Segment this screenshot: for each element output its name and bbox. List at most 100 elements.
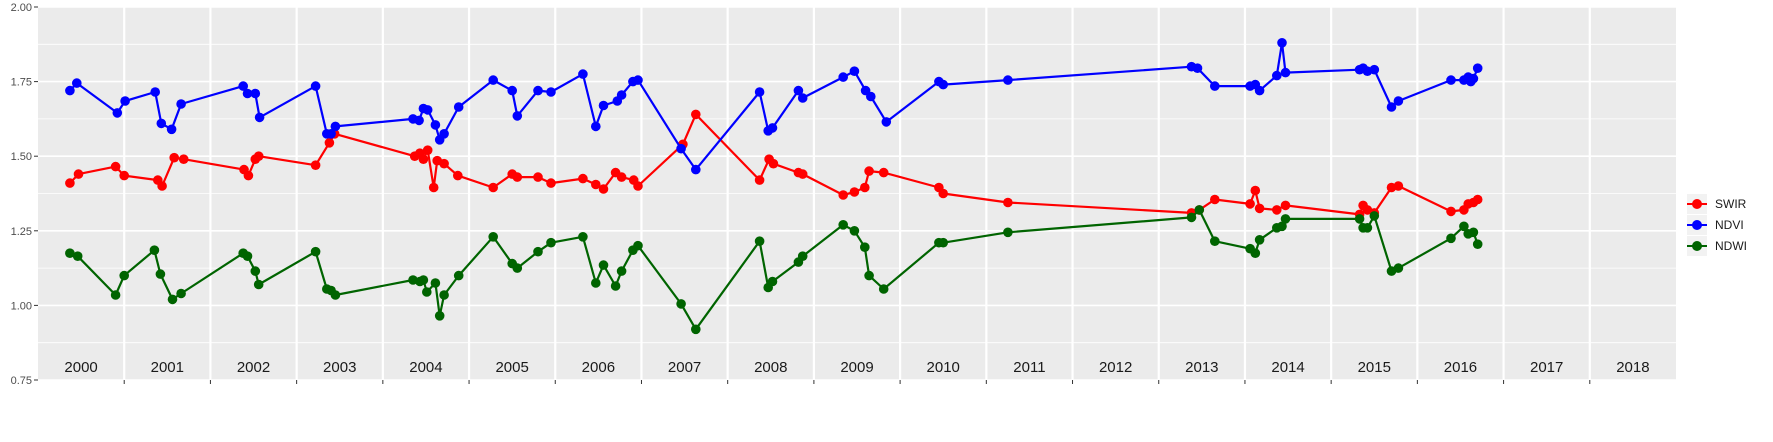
data-point-ndwi — [546, 237, 556, 248]
data-point-ndwi — [938, 237, 948, 248]
data-point-ndvi — [1280, 67, 1291, 78]
data-point-ndvi — [453, 102, 464, 112]
year-label: 2018 — [1616, 359, 1649, 376]
legend-item-ndwi: NDWI — [1687, 236, 1747, 256]
data-point-ndvi — [1254, 85, 1265, 96]
year-label: 2015 — [1358, 359, 1391, 376]
data-point-ndwi — [149, 245, 160, 255]
data-point-ndvi — [591, 121, 601, 132]
data-point-ndvi — [616, 90, 627, 100]
y-tick-label: 1.25 — [11, 226, 32, 238]
data-point-ndvi — [250, 88, 261, 99]
data-point-swir — [422, 145, 433, 155]
data-point-swir — [418, 154, 429, 164]
legend-key-point — [1692, 199, 1702, 209]
data-point-ndwi — [253, 279, 264, 290]
data-point-ndvi — [414, 115, 424, 126]
data-point-ndvi — [838, 72, 848, 82]
data-point-swir — [598, 184, 609, 194]
data-point-swir — [453, 170, 463, 181]
data-point-ndvi — [691, 164, 701, 175]
year-labels: 2000 2001 2002 2003 2004 2005 2006 2007 2008 2009… — [64, 359, 1649, 376]
data-point-ndvi — [242, 88, 253, 99]
data-point-ndvi — [1272, 70, 1282, 81]
data-point-swir — [616, 172, 627, 182]
data-point-ndwi — [797, 251, 808, 261]
data-point-ndwi — [1393, 263, 1404, 273]
data-point-swir — [119, 170, 129, 181]
data-point-ndvi — [156, 118, 167, 129]
data-point-ndwi — [1186, 212, 1197, 223]
data-point-swir — [178, 154, 189, 164]
data-point-swir — [1272, 205, 1282, 215]
data-point-ndvi — [793, 85, 804, 96]
data-point-ndwi — [1459, 221, 1469, 232]
year-label: 2004 — [409, 359, 442, 376]
data-point-ndwi — [878, 284, 889, 294]
data-point-swir — [65, 178, 75, 188]
y-tick-label: 1.75 — [11, 77, 32, 89]
data-point-ndwi — [418, 275, 429, 285]
data-point-swir — [633, 181, 643, 191]
data-point-ndvi — [881, 117, 892, 127]
data-point-ndwi — [430, 278, 441, 288]
data-point-ndvi — [598, 100, 609, 111]
data-point-ndwi — [1472, 239, 1483, 249]
legend-key-point — [1692, 241, 1702, 251]
data-point-ndwi — [616, 266, 627, 276]
data-point-ndvi — [488, 75, 499, 85]
year-label: 2009 — [840, 359, 873, 376]
data-point-ndvi — [422, 105, 433, 115]
data-point-ndwi — [242, 251, 253, 261]
data-point-ndwi — [1362, 223, 1373, 233]
data-point-ndvi — [310, 81, 321, 91]
data-point-swir — [1245, 199, 1255, 209]
data-point-swir — [439, 158, 449, 169]
data-point-ndwi — [119, 270, 129, 281]
data-point-swir — [691, 109, 701, 120]
data-point-swir — [546, 178, 556, 188]
data-point-ndvi — [866, 91, 876, 102]
data-point-swir — [428, 182, 439, 193]
data-point-ndwi — [439, 290, 449, 300]
year-label: 2011 — [1013, 359, 1045, 376]
data-point-ndwi — [330, 290, 341, 300]
data-point-swir — [533, 172, 543, 182]
data-point-ndwi — [1280, 214, 1291, 224]
series-ndvi — [65, 38, 1483, 175]
data-point-ndvi — [166, 124, 177, 135]
data-point-ndvi — [533, 85, 543, 96]
data-point-swir — [938, 188, 948, 199]
data-point-ndwi — [591, 278, 601, 288]
data-point-ndwi — [310, 246, 321, 257]
data-point-ndvi — [938, 79, 948, 90]
year-label: 2000 — [64, 359, 97, 376]
data-point-ndwi — [434, 311, 445, 321]
series-ndwi — [65, 205, 1483, 335]
legend-key-point — [1692, 220, 1702, 230]
data-point-ndwi — [110, 290, 121, 300]
y-tick-label: 1.50 — [11, 151, 32, 163]
data-point-swir — [1280, 200, 1291, 211]
data-point-ndwi — [1194, 205, 1205, 215]
data-point-ndwi — [1003, 227, 1013, 238]
data-point-ndvi — [430, 120, 441, 130]
data-point-ndvi — [507, 85, 517, 96]
data-point-ndvi — [1003, 75, 1013, 85]
data-point-ndvi — [238, 81, 248, 91]
data-point-swir — [1472, 194, 1483, 205]
legend-label: NDWI — [1715, 239, 1747, 253]
year-label: 2002 — [237, 359, 270, 376]
data-point-ndwi — [754, 236, 765, 246]
legend-item-ndvi: NDVI — [1687, 215, 1744, 235]
data-point-ndwi — [453, 270, 464, 281]
data-point-ndvi — [1393, 96, 1404, 106]
data-point-ndwi — [1369, 211, 1380, 221]
data-point-ndwi — [1446, 233, 1456, 244]
data-point-ndwi — [422, 287, 432, 297]
data-point-ndvi — [633, 75, 643, 85]
data-point-swir — [169, 152, 179, 163]
data-point-ndwi — [578, 232, 588, 242]
legend: SWIR NDVI NDWI — [1687, 194, 1747, 256]
